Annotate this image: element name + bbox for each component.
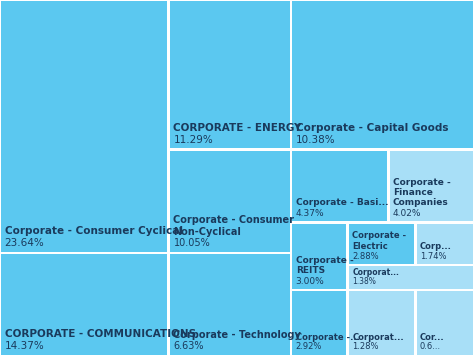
Text: Corporate -
Electric: Corporate - Electric: [352, 231, 406, 251]
Text: 3.00%: 3.00%: [296, 277, 325, 286]
Text: 4.02%: 4.02%: [393, 209, 421, 218]
Text: Corporate - Technology: Corporate - Technology: [173, 330, 301, 340]
Text: Corporate - Basi...: Corporate - Basi...: [296, 198, 388, 208]
Bar: [170, 151, 290, 252]
Text: Corp...: Corp...: [420, 242, 452, 251]
Text: Corporate - Capital Goods: Corporate - Capital Goods: [296, 123, 448, 133]
Bar: [349, 266, 473, 289]
Bar: [390, 151, 473, 221]
Text: Corporat...: Corporat...: [352, 268, 399, 277]
Text: 4.37%: 4.37%: [296, 209, 324, 218]
Text: CORPORATE - ENERGY: CORPORATE - ENERGY: [173, 123, 302, 133]
Text: Corporate -
REITS: Corporate - REITS: [296, 256, 354, 275]
Bar: [292, 1, 473, 148]
Text: 11.29%: 11.29%: [173, 135, 213, 145]
Text: 2.92%: 2.92%: [296, 342, 322, 351]
Text: 14.37%: 14.37%: [5, 341, 45, 351]
Text: 23.64%: 23.64%: [5, 238, 45, 248]
Text: CORPORATE - COMMUNICATIONS: CORPORATE - COMMUNICATIONS: [5, 329, 196, 339]
Text: 0.6...: 0.6...: [420, 342, 441, 351]
Bar: [170, 1, 290, 148]
Bar: [349, 224, 414, 264]
Text: 1.28%: 1.28%: [352, 342, 379, 351]
Bar: [349, 291, 414, 355]
Bar: [170, 254, 290, 355]
Text: Corporate -...: Corporate -...: [296, 333, 360, 342]
Bar: [292, 224, 346, 289]
Text: Corporate - Consumer
Non-Cyclical: Corporate - Consumer Non-Cyclical: [173, 215, 294, 237]
Text: 2.88%: 2.88%: [352, 252, 379, 261]
Text: 1.38%: 1.38%: [352, 277, 376, 286]
Bar: [292, 151, 387, 221]
Text: Corporate -
Finance
Companies: Corporate - Finance Companies: [393, 178, 451, 208]
Text: 10.05%: 10.05%: [173, 238, 210, 248]
Bar: [417, 224, 473, 264]
Bar: [292, 291, 346, 355]
Text: Corporate - Consumer Cyclical: Corporate - Consumer Cyclical: [5, 226, 183, 236]
Bar: [1, 1, 167, 252]
Text: 1.74%: 1.74%: [420, 252, 447, 261]
Bar: [1, 254, 167, 355]
Bar: [417, 291, 473, 355]
Text: 10.38%: 10.38%: [296, 135, 336, 145]
Text: 6.63%: 6.63%: [173, 341, 204, 351]
Text: Cor...: Cor...: [420, 333, 445, 342]
Text: Corporat...: Corporat...: [352, 333, 404, 342]
